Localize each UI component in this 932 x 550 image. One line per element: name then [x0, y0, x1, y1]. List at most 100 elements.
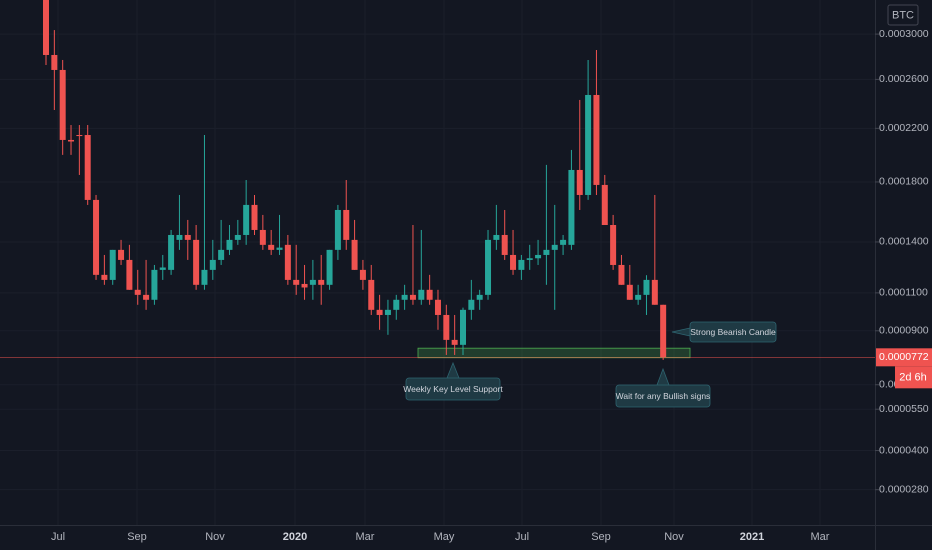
y-tick-label: 0.0001100 [879, 287, 928, 299]
countdown-label: 2d 6h [899, 372, 927, 384]
candle-body [618, 264, 625, 285]
candle-body [426, 289, 433, 300]
candle-body [626, 284, 633, 300]
x-tick-label: Nov [205, 531, 225, 543]
annotation-pointer [446, 361, 460, 379]
annotation-text: Weekly Key Level Support [403, 384, 503, 394]
y-tick-label: 0.0000550 [879, 403, 929, 415]
candle-body [293, 279, 300, 285]
candle-body [209, 259, 216, 270]
candle-body [376, 309, 383, 315]
candle-body [460, 309, 466, 345]
y-tick-label: 0.0000900 [879, 325, 929, 337]
candle-body [651, 279, 658, 305]
x-tick-label: Jul [515, 531, 529, 543]
currency-label: BTC [892, 9, 914, 21]
candle-body [368, 279, 375, 310]
candle-body [468, 299, 475, 310]
candle-body [501, 234, 508, 255]
x-tick-label: May [434, 531, 455, 543]
candle-body [643, 279, 650, 295]
candle-body [409, 294, 416, 300]
candle-body [518, 259, 525, 270]
candle-body [51, 54, 58, 70]
candle-body [401, 294, 408, 300]
candle-body [43, 0, 49, 55]
candle-body [84, 135, 91, 200]
annotation-text: Wait for any Bullish signs [616, 391, 711, 401]
candle-body [118, 249, 125, 260]
x-tick-label: Sep [127, 531, 147, 543]
candle-body [576, 169, 583, 195]
y-tick-label: 0.0002600 [879, 73, 929, 85]
y-tick-label: 0.0000400 [879, 444, 929, 456]
candle-body [334, 209, 341, 250]
candle-body [384, 309, 391, 315]
candle-body [635, 294, 642, 300]
candle-body [585, 94, 592, 195]
annotation-pointer [671, 327, 691, 337]
candle-body [476, 294, 483, 300]
candle-body [93, 199, 100, 275]
candle-body [485, 239, 492, 295]
current-price-box [876, 348, 932, 367]
candle-body [593, 94, 600, 185]
y-tick-label: 0.0000280 [879, 483, 929, 495]
candle-body [259, 229, 266, 245]
candle-body [226, 239, 233, 250]
plot: Strong Bearish Candle Weekly Key Level Su… [0, 0, 875, 408]
candle-body [218, 249, 225, 260]
y-tick-label: 0.0001400 [879, 236, 929, 248]
candle-body [126, 259, 133, 290]
candle-body [143, 294, 150, 300]
grid [0, 0, 875, 525]
annotation-pointer [656, 367, 670, 386]
candle-body [68, 139, 75, 142]
candle-body [434, 299, 441, 315]
candle-body [134, 289, 141, 295]
x-tick-label: Mar [356, 531, 375, 543]
candle-body [276, 247, 283, 250]
candle-body [59, 69, 66, 140]
candle-body [184, 234, 191, 240]
current-price-label: 0.0000772 [879, 351, 929, 363]
candle-body [568, 169, 575, 245]
candle-body [201, 269, 208, 285]
candle-body [101, 274, 108, 280]
countdown-box [895, 366, 932, 389]
candle-body [109, 249, 116, 280]
annotation-box [615, 384, 711, 408]
candle-body [560, 239, 567, 245]
candle-body [543, 249, 550, 255]
candle-body [301, 283, 308, 288]
x-tick-label: 2020 [283, 531, 307, 543]
candle-body [176, 234, 183, 240]
candle-body [351, 239, 358, 270]
candle-body [159, 267, 166, 270]
annotation-box [689, 321, 777, 343]
candle-body [234, 234, 241, 240]
axes: Jul Sep Nov 2020 Mar May Jul Sep Nov 2021 Mar 0.000… [51, 28, 932, 543]
y-tick-label: 0.0002200 [879, 122, 929, 134]
candle-body [510, 254, 517, 270]
candle-body [535, 254, 542, 259]
candle-body [243, 204, 250, 235]
annotation-box [405, 377, 501, 401]
candle-body [268, 244, 275, 250]
candle-body [526, 258, 533, 260]
candle-body [284, 244, 291, 280]
candle-body [443, 314, 450, 340]
candle-body [309, 279, 316, 285]
candle-body [193, 239, 200, 285]
candle-body [493, 234, 500, 240]
x-tick-label: Mar [811, 531, 830, 543]
candle-body [318, 279, 325, 285]
candle-body [551, 244, 558, 250]
candle-body [601, 184, 608, 225]
candle-body [326, 249, 333, 285]
candle-body [151, 269, 158, 300]
candle-body [76, 135, 83, 137]
